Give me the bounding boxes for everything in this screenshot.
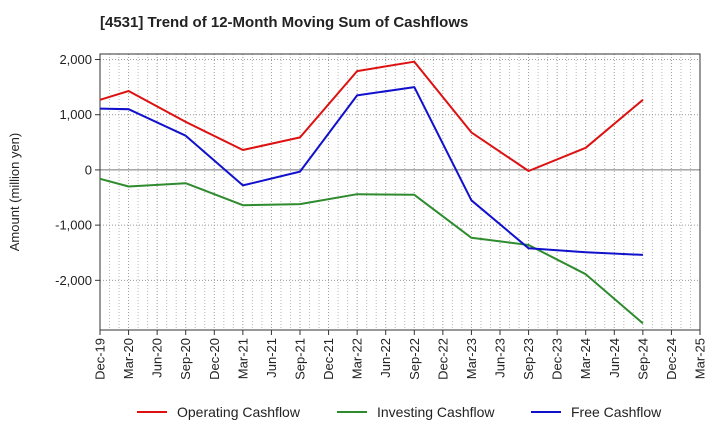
x-tick-label: Sep-24 xyxy=(635,338,650,380)
legend-swatch xyxy=(137,411,167,413)
x-tick-label: Dec-24 xyxy=(664,338,679,380)
x-tick-label: Jun-21 xyxy=(264,338,279,378)
legend-swatch xyxy=(337,411,367,413)
legend-label: Operating Cashflow xyxy=(177,404,300,420)
grid xyxy=(100,54,700,330)
y-tick-label: 0 xyxy=(85,162,92,177)
x-tick-label: Mar-24 xyxy=(578,338,593,379)
legend-label: Investing Cashflow xyxy=(377,404,495,420)
x-tick-label: Jun-20 xyxy=(150,338,165,378)
line-chart: 2,000 1,000 0 -1,000 -2,000 Dec-19 Mar-20 Jun-2… xyxy=(7,52,708,380)
x-tick-label: Mar-25 xyxy=(693,338,708,379)
x-tick-label: Sep-23 xyxy=(521,338,536,380)
legend-swatch xyxy=(531,411,561,413)
x-tick-label: Dec-21 xyxy=(321,338,336,380)
series-line-free-cashflow xyxy=(99,86,643,256)
y-tick-label: 2,000 xyxy=(59,52,92,67)
y-axis-label: Amount (million yen) xyxy=(7,133,22,252)
legend-item: Investing Cashflow xyxy=(337,404,495,420)
x-tick-label: Mar-21 xyxy=(235,338,250,379)
legend-item: Operating Cashflow xyxy=(137,404,300,420)
plot-frame xyxy=(99,53,701,331)
x-tick-label: Dec-19 xyxy=(93,338,108,380)
series-line-operating-cashflow xyxy=(99,60,644,172)
legend-label: Free Cashflow xyxy=(571,404,662,420)
x-tick-label: Jun-22 xyxy=(378,338,393,378)
y-tick-label: -2,000 xyxy=(55,273,92,288)
legend-item: Free Cashflow xyxy=(531,404,661,420)
series-lines xyxy=(99,60,644,325)
x-tick-label: Dec-20 xyxy=(207,338,222,380)
x-tick-label: Jun-23 xyxy=(493,338,508,378)
legend: Operating Cashflow Investing Cashflow Free… xyxy=(0,404,720,426)
axes: 2,000 1,000 0 -1,000 -2,000 Dec-19 Mar-20 Jun-2… xyxy=(55,52,707,380)
x-tick-label: Sep-21 xyxy=(293,338,308,380)
y-tick-label: 1,000 xyxy=(59,107,92,122)
x-tick-label: Mar-20 xyxy=(121,338,136,379)
x-tick-label: Sep-22 xyxy=(407,338,422,380)
y-tick-label: -1,000 xyxy=(55,218,92,233)
x-tick-label: Dec-22 xyxy=(435,338,450,380)
x-tick-label: Mar-22 xyxy=(350,338,365,379)
x-tick-label: Sep-20 xyxy=(178,338,193,380)
series-line-investing-cashflow xyxy=(99,177,644,325)
chart-title: [4531] Trend of 12-Month Moving Sum of C… xyxy=(100,14,469,31)
x-tick-label: Dec-23 xyxy=(550,338,565,380)
x-tick-label: Mar-23 xyxy=(464,338,479,379)
x-tick-label: Jun-24 xyxy=(607,338,622,378)
